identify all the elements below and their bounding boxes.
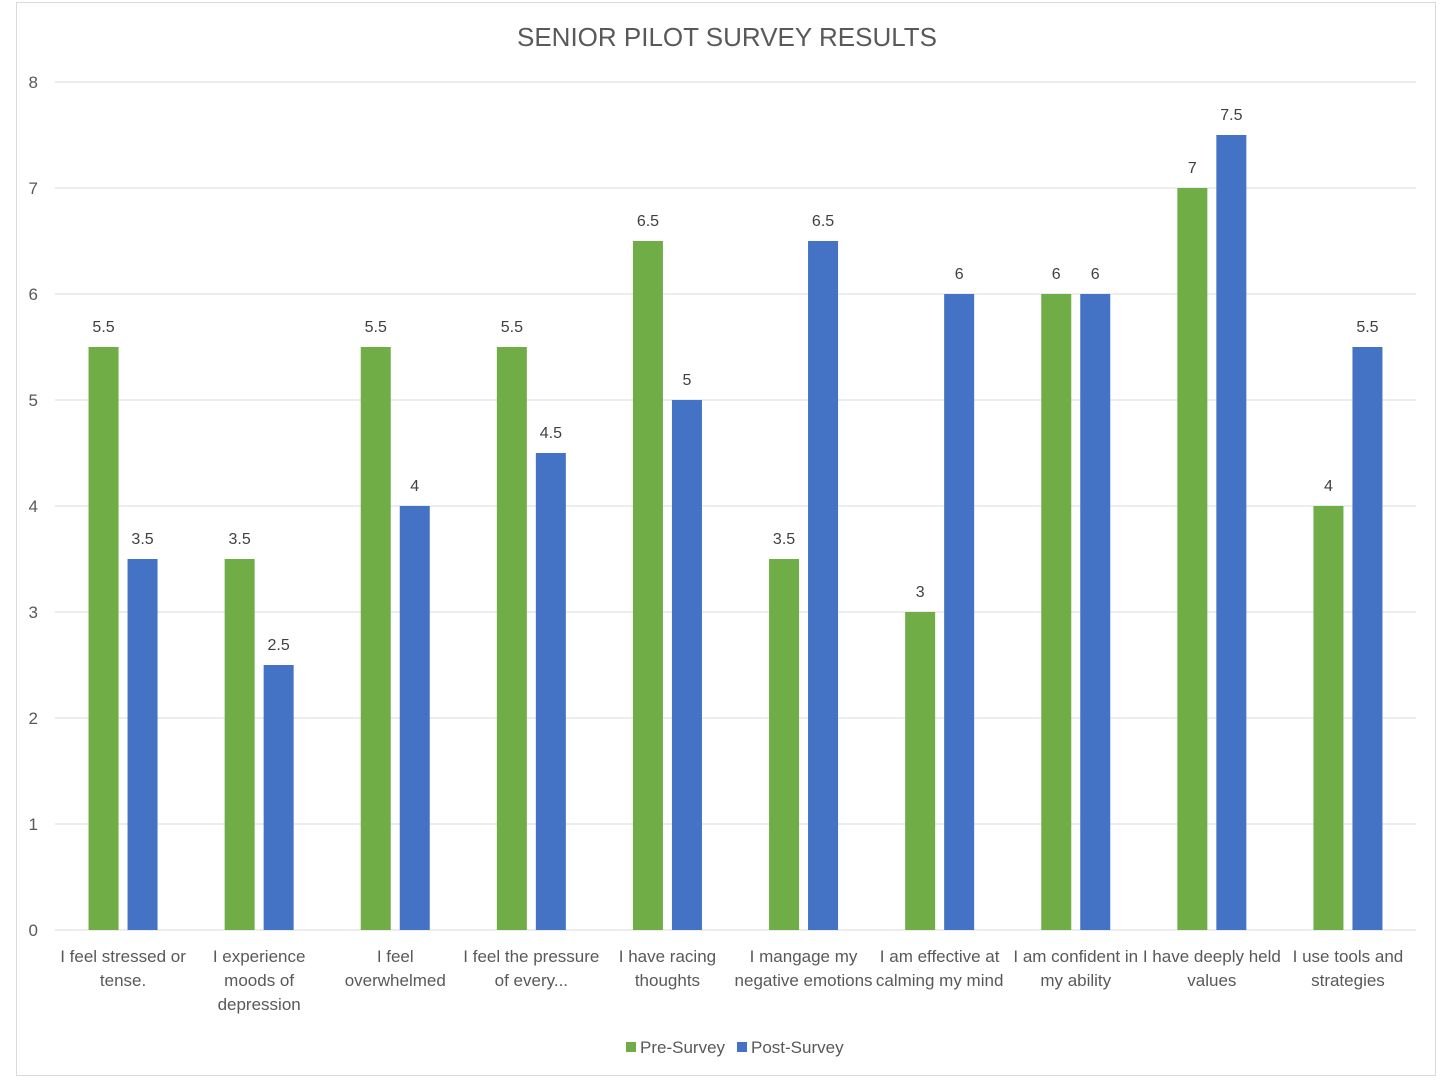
pre-survey-bar: [1177, 188, 1208, 930]
gridlines: [55, 81, 1416, 931]
post-survey-bar: [671, 400, 702, 930]
bars: [88, 135, 1383, 930]
pre-survey-bar: [632, 241, 663, 930]
pre-survey-bar: [88, 347, 119, 930]
post-survey-bar: [127, 559, 158, 930]
x-category-label: values: [1187, 971, 1236, 990]
post-survey-bar: [399, 506, 430, 930]
post-survey-bar: [263, 665, 294, 930]
x-category-label: I mangage my: [750, 947, 858, 966]
post-survey-bar: [944, 294, 975, 930]
x-category-label: of every...: [495, 971, 568, 990]
x-category-label: negative emotions: [735, 971, 873, 990]
x-category-label: tense.: [100, 971, 146, 990]
pre-survey-data-label: 5.5: [365, 319, 387, 336]
x-axis-categories: I feel stressed or tense. I experience mood…: [60, 947, 1403, 1014]
legend-label-pre-survey: Pre-Survey: [640, 1038, 726, 1057]
post-survey-data-label: 2.5: [268, 637, 290, 654]
pre-survey-data-label: 7: [1188, 160, 1197, 177]
x-category-label: strategies: [1311, 971, 1385, 990]
x-category-label: I am confident in: [1013, 947, 1138, 966]
pre-survey-bar: [496, 347, 527, 930]
post-survey-data-label: 6: [1091, 266, 1100, 283]
x-category-label: I use tools and: [1293, 947, 1404, 966]
pre-survey-data-label: 5.5: [501, 319, 523, 336]
x-category-label: I feel stressed or: [60, 947, 186, 966]
pre-survey-bar: [769, 559, 800, 930]
y-tick-label: 5: [29, 391, 38, 410]
pre-survey-bar: [905, 612, 936, 930]
x-category-label: moods of: [224, 971, 294, 990]
pre-survey-bar: [1313, 506, 1344, 930]
x-category-label: depression: [218, 995, 301, 1014]
post-survey-data-label: 6.5: [812, 213, 834, 230]
y-tick-label: 7: [29, 179, 38, 198]
pre-survey-bar: [1041, 294, 1072, 930]
pre-survey-data-label: 5.5: [92, 319, 114, 336]
y-tick-label: 6: [29, 285, 38, 304]
legend-swatch-post-survey: [737, 1042, 747, 1052]
x-category-label: I feel: [377, 947, 414, 966]
pre-survey-data-label: 6.5: [637, 213, 659, 230]
post-survey-bar: [535, 453, 566, 930]
post-survey-data-label: 4.5: [540, 425, 562, 442]
x-category-label: overwhelmed: [345, 971, 446, 990]
data-labels: 5.5 3.5 3.5 2.5 5.5 4 5.5 4.5 6.5 5 3.5 6.5 3 6 6 6 7 7.5…: [92, 107, 1378, 654]
y-tick-label: 2: [29, 709, 38, 728]
pre-survey-data-label: 3.5: [773, 531, 795, 548]
post-survey-data-label: 7.5: [1220, 107, 1242, 124]
legend-swatch-pre-survey: [626, 1042, 636, 1052]
x-category-label: I have deeply held: [1143, 947, 1281, 966]
x-category-label: calming my mind: [876, 971, 1004, 990]
post-survey-data-label: 6: [955, 266, 964, 283]
y-tick-label: 3: [29, 603, 38, 622]
pre-survey-data-label: 6: [1052, 266, 1061, 283]
x-category-label: thoughts: [635, 971, 700, 990]
post-survey-bar: [1216, 135, 1247, 930]
pre-survey-data-label: 4: [1324, 478, 1333, 495]
x-category-label: I feel the pressure: [463, 947, 599, 966]
y-tick-label: 8: [29, 73, 38, 92]
chart-title: SENIOR PILOT SURVEY RESULTS: [517, 22, 937, 52]
post-survey-bar: [1080, 294, 1111, 930]
x-category-label: I experience: [213, 947, 306, 966]
pre-survey-bar: [224, 559, 255, 930]
legend-label-post-survey: Post-Survey: [751, 1038, 844, 1057]
y-tick-label: 0: [29, 921, 38, 940]
legend: Pre-Survey Post-Survey: [626, 1038, 844, 1057]
post-survey-bar: [808, 241, 839, 930]
post-survey-data-label: 5: [682, 372, 691, 389]
x-category-label: I have racing: [619, 947, 716, 966]
y-tick-label: 4: [29, 497, 38, 516]
post-survey-data-label: 5.5: [1356, 319, 1378, 336]
y-axis-ticks: 0 1 2 3 4 5 6 7 8: [29, 73, 38, 940]
post-survey-data-label: 4: [410, 478, 419, 495]
x-category-label: my ability: [1040, 971, 1111, 990]
pre-survey-data-label: 3.5: [229, 531, 251, 548]
post-survey-data-label: 3.5: [131, 531, 153, 548]
pre-survey-bar: [360, 347, 391, 930]
x-category-label: I am effective at: [880, 947, 1000, 966]
pre-survey-data-label: 3: [916, 584, 925, 601]
post-survey-bar: [1352, 347, 1383, 930]
y-tick-label: 1: [29, 815, 38, 834]
